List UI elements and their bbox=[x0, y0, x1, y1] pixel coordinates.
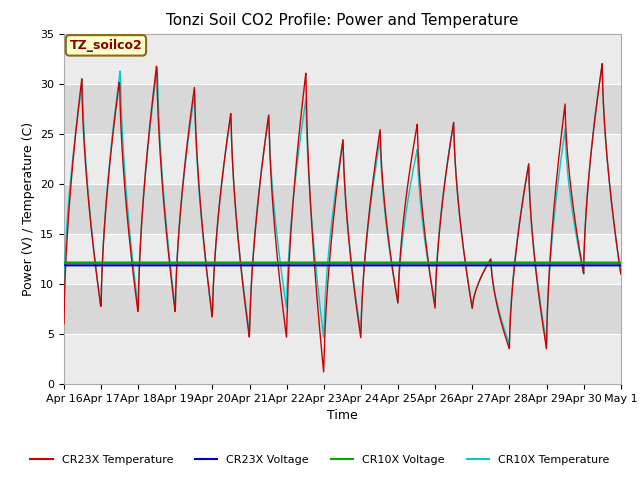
Bar bbox=[64, 84, 621, 134]
Bar bbox=[64, 234, 621, 284]
Text: TZ_soilco2: TZ_soilco2 bbox=[70, 39, 142, 52]
Y-axis label: Power (V) / Temperature (C): Power (V) / Temperature (C) bbox=[22, 122, 35, 296]
Title: Tonzi Soil CO2 Profile: Power and Temperature: Tonzi Soil CO2 Profile: Power and Temper… bbox=[166, 13, 518, 28]
Legend: CR23X Temperature, CR23X Voltage, CR10X Voltage, CR10X Temperature: CR23X Temperature, CR23X Voltage, CR10X … bbox=[26, 451, 614, 469]
Bar bbox=[64, 34, 621, 84]
Bar bbox=[64, 334, 621, 384]
Bar bbox=[64, 284, 621, 334]
Bar bbox=[64, 134, 621, 184]
Bar bbox=[64, 184, 621, 234]
X-axis label: Time: Time bbox=[327, 409, 358, 422]
